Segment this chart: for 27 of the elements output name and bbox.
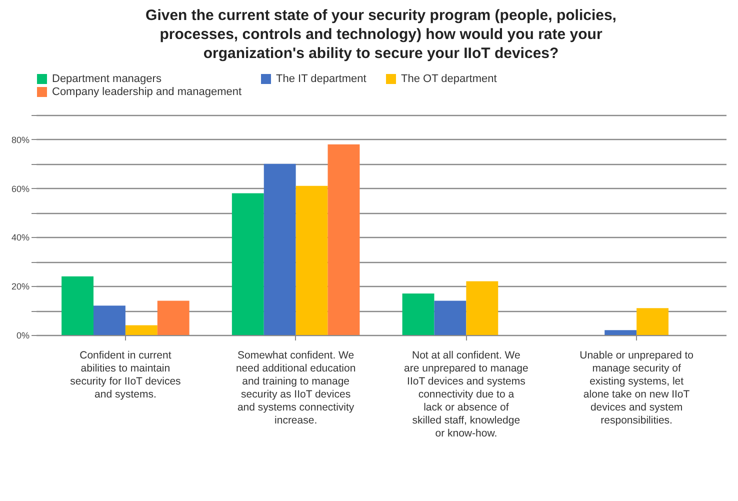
- legend-label: Department managers: [52, 73, 162, 85]
- bar: [466, 281, 498, 335]
- x-tick-label: Somewhat confident. We need additional education and training to manage security as IIoT devices and systems connectivity increase.: [236, 350, 356, 426]
- x-tick-label: Not at all confident. We are unprepared to manage IIoT devices and systems connectivity due to a lack or absence of skilled staff, knowledge or know-how.: [404, 350, 529, 440]
- y-tick-label: 60%: [11, 184, 30, 194]
- bar: [232, 193, 264, 335]
- bar: [157, 300, 190, 335]
- bar: [94, 306, 126, 335]
- bar: [62, 276, 94, 335]
- bar: [402, 293, 434, 335]
- legend-label: The IT department: [276, 73, 366, 85]
- bar: [296, 186, 328, 335]
- bar: [125, 325, 158, 335]
- y-tick-label: 80%: [11, 134, 30, 145]
- legend-label: The OT department: [401, 73, 497, 85]
- bar: [328, 144, 360, 335]
- bar: [434, 300, 466, 335]
- chart-title: Given the current state of your security program (people, policies, processes, controls and technology) how would you rate your organization's ability to secure your IIoT devices?: [146, 7, 616, 62]
- y-tick-label: 0%: [16, 330, 30, 340]
- legend-label: Company leadership and management: [52, 86, 242, 98]
- bar: [636, 308, 668, 335]
- bar: [604, 330, 637, 335]
- y-tick-label: 20%: [11, 282, 30, 292]
- bar: [264, 164, 296, 335]
- y-tick-label: 40%: [11, 232, 30, 243]
- x-tick-label: Confident in current abilities to maintain security for IIoT devices and systems.: [70, 350, 181, 400]
- x-tick-label: Unable or unprepared to manage security of existing systems, let alone take on new IIoT devices and system responsibilities.: [580, 350, 694, 426]
